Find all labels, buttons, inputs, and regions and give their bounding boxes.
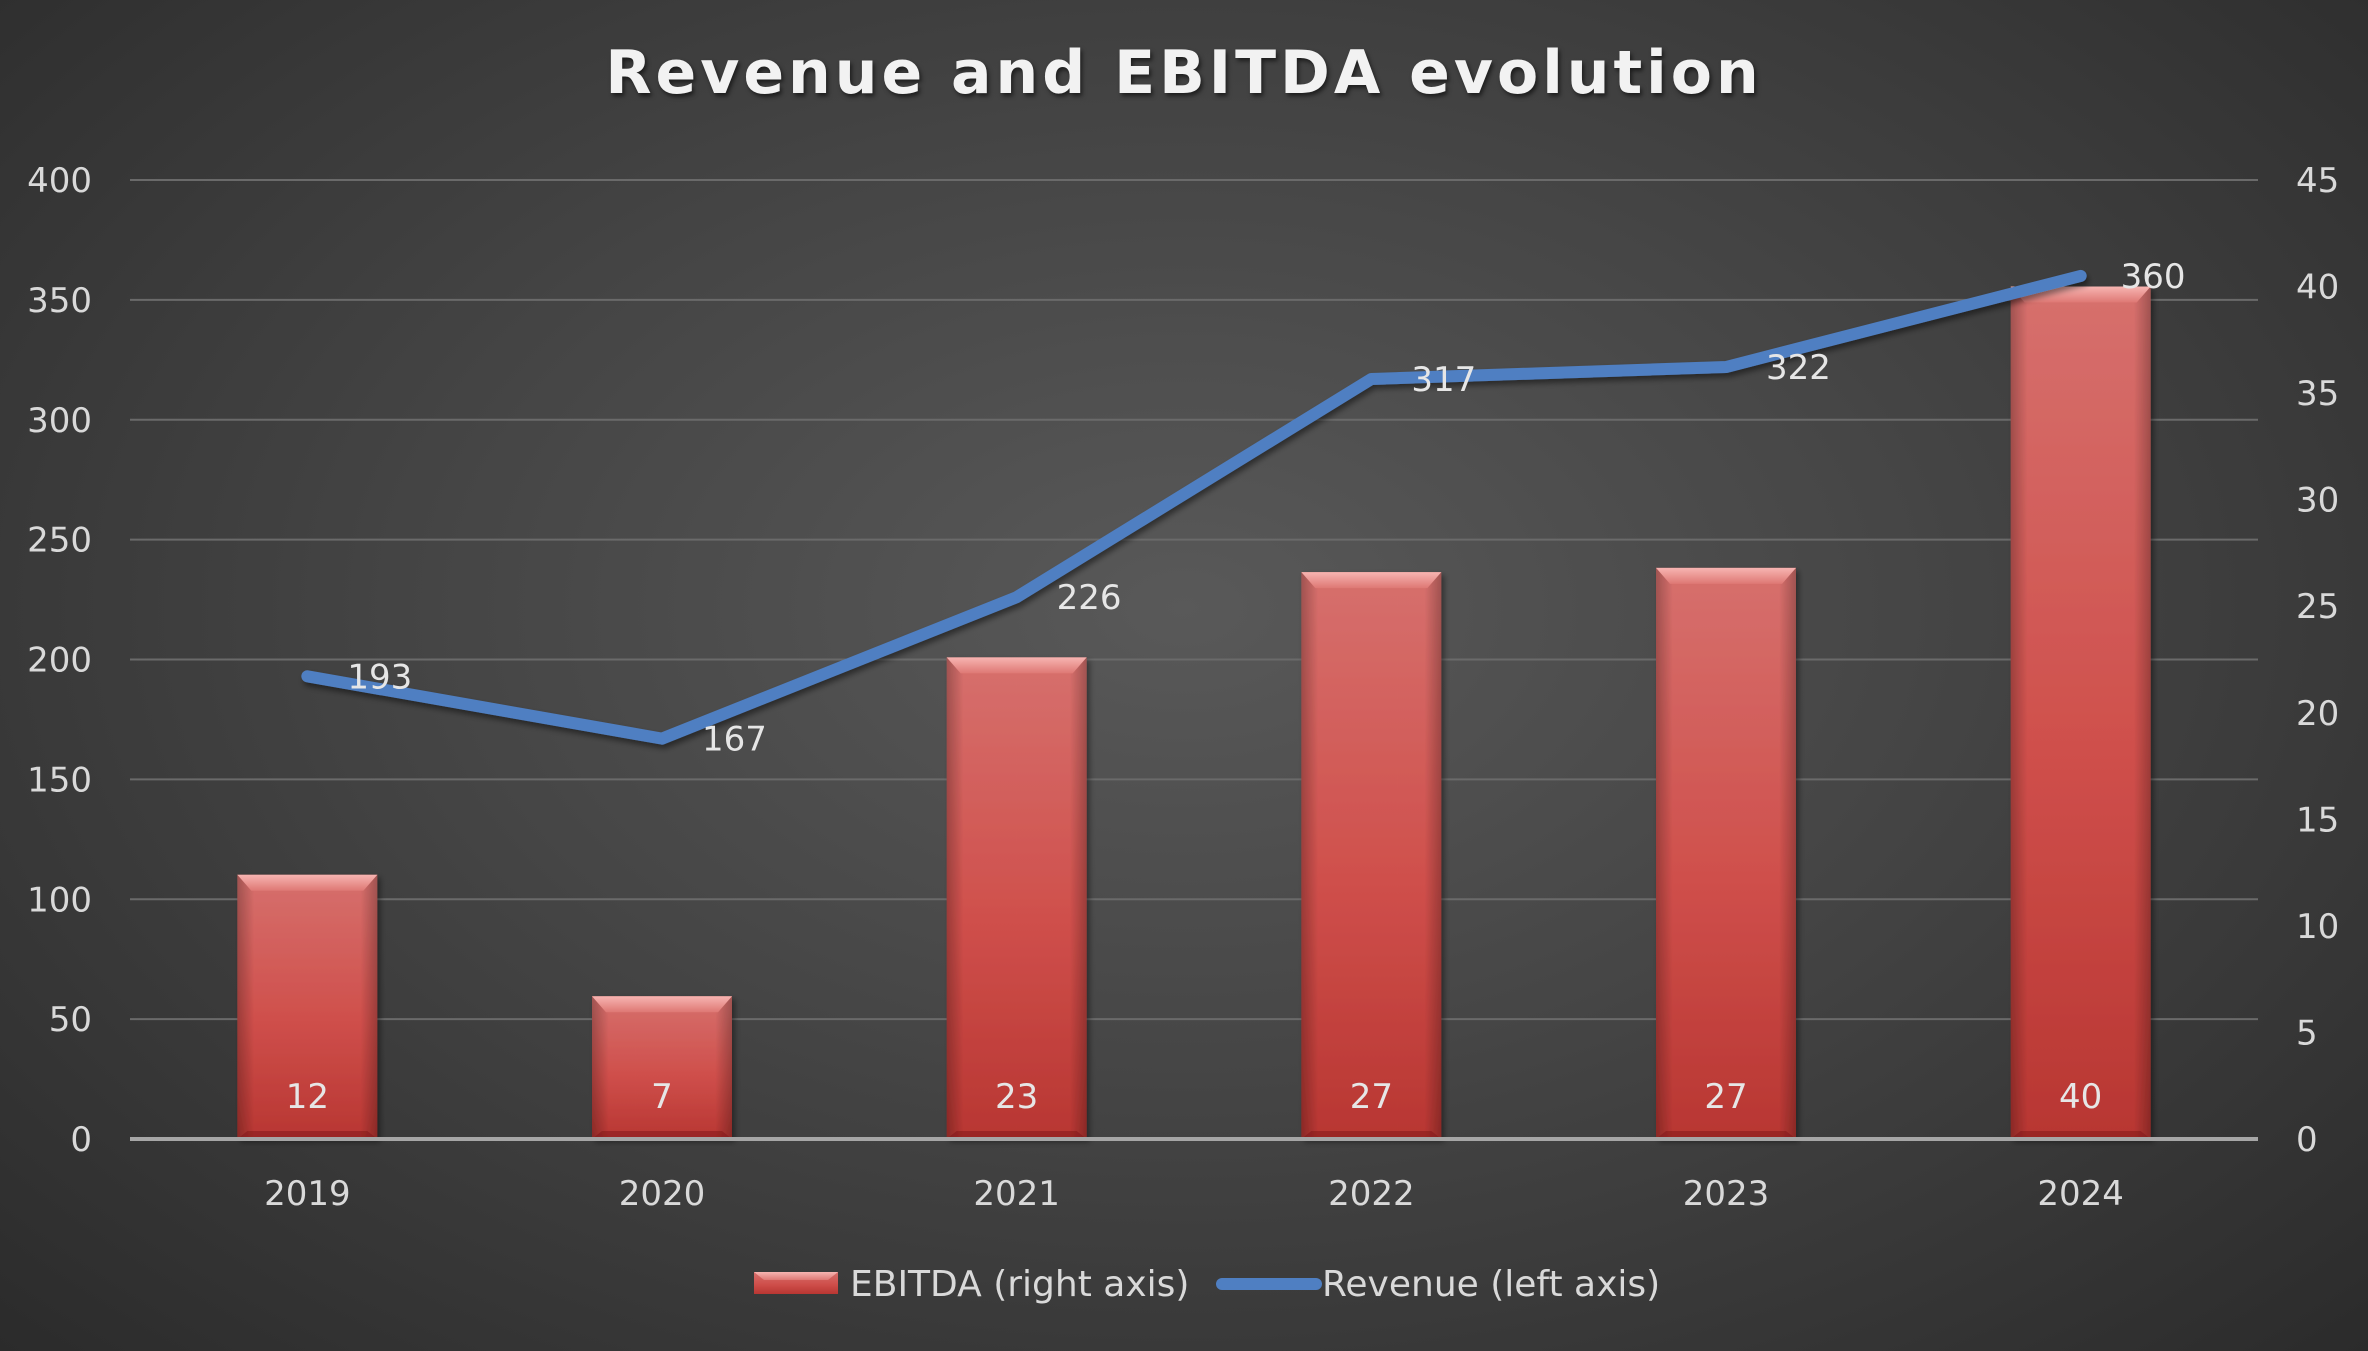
x-tick-label: 2024 [2037, 1174, 2124, 1214]
ebitda-bar-bevel [1301, 572, 1442, 589]
revenue-data-label: 322 [1766, 348, 1831, 388]
y-right-tick-label: 0 [2296, 1120, 2318, 1160]
y-right-tick-label: 40 [2296, 268, 2339, 308]
legend-item-ebitda: EBITDA (right axis) [754, 1264, 1189, 1305]
y-right-tick-label: 20 [2296, 694, 2339, 734]
ebitda-bar-bevel [946, 657, 1087, 674]
ebitda-data-label: 7 [651, 1077, 673, 1117]
y-left-tick-label: 350 [27, 281, 92, 321]
ebitda-bar [2010, 286, 2151, 1139]
y-right-tick-label: 35 [2296, 374, 2339, 414]
ebitda-bar-shade [237, 874, 378, 1139]
ebitda-data-label: 40 [2059, 1077, 2102, 1117]
ebitda-bar [237, 874, 378, 1139]
ebitda-bar-shade [946, 657, 1087, 1139]
ebitda-bar-shade [1301, 572, 1442, 1139]
ebitda-bar [946, 657, 1087, 1139]
revenue-data-label: 317 [1411, 360, 1476, 400]
ebitda-bar-shade [2010, 286, 2151, 1139]
revenue-data-label: 360 [2121, 257, 2186, 297]
y-left-tick-label: 200 [27, 641, 92, 681]
y-right-tick-label: 30 [2296, 481, 2339, 521]
y-right-tick-label: 15 [2296, 800, 2339, 840]
y-left-tick-label: 0 [70, 1120, 92, 1160]
y-right-tick-label: 45 [2296, 161, 2339, 201]
revenue-line [301, 269, 2087, 745]
ebitda-bar-shade [592, 996, 732, 1139]
y-left-tick-label: 250 [27, 521, 92, 561]
y-left-tick-label: 400 [27, 161, 92, 201]
y-left-tick-label: 150 [27, 760, 92, 800]
ebitda-bar [1656, 567, 1796, 1139]
x-tick-label: 2022 [1328, 1174, 1415, 1214]
x-tick-label: 2021 [973, 1174, 1060, 1214]
revenue-data-label: 226 [1057, 578, 1122, 618]
chart-title: Revenue and EBITDA evolution [605, 38, 1763, 108]
y-right-tick-label: 5 [2296, 1013, 2318, 1053]
ebitda-data-label: 12 [286, 1077, 329, 1117]
ebitda-bar [1301, 572, 1442, 1139]
ebitda-data-label: 23 [995, 1077, 1038, 1117]
ebitda-bar-bevel [237, 874, 378, 891]
revenue-data-label: 167 [702, 720, 767, 760]
y-left-tick-label: 50 [49, 1000, 92, 1040]
ebitda-bar [592, 996, 732, 1139]
x-tick-label: 2019 [264, 1174, 351, 1214]
x-tick-label: 2023 [1683, 1174, 1770, 1214]
legend-label-ebitda: EBITDA (right axis) [850, 1264, 1189, 1305]
legend-item-revenue: Revenue (left axis) [1216, 1264, 1660, 1305]
ebitda-bar-bevel [1656, 567, 1796, 584]
y-left-tick-label: 300 [27, 401, 92, 441]
y-right-tick-label: 10 [2296, 907, 2339, 947]
revenue-data-label: 193 [347, 657, 412, 697]
legend-swatch-ebitda-bevel [754, 1272, 838, 1280]
y-left-tick-label: 100 [27, 880, 92, 920]
x-tick-label: 2020 [619, 1174, 706, 1214]
ebitda-bar-shade [1656, 567, 1796, 1139]
legend-label-revenue: Revenue (left axis) [1322, 1264, 1660, 1305]
ebitda-data-label: 27 [1704, 1077, 1747, 1117]
ebitda-bar-bevel [592, 996, 732, 1013]
y-right-tick-label: 25 [2296, 587, 2339, 627]
ebitda-data-label: 27 [1350, 1077, 1393, 1117]
